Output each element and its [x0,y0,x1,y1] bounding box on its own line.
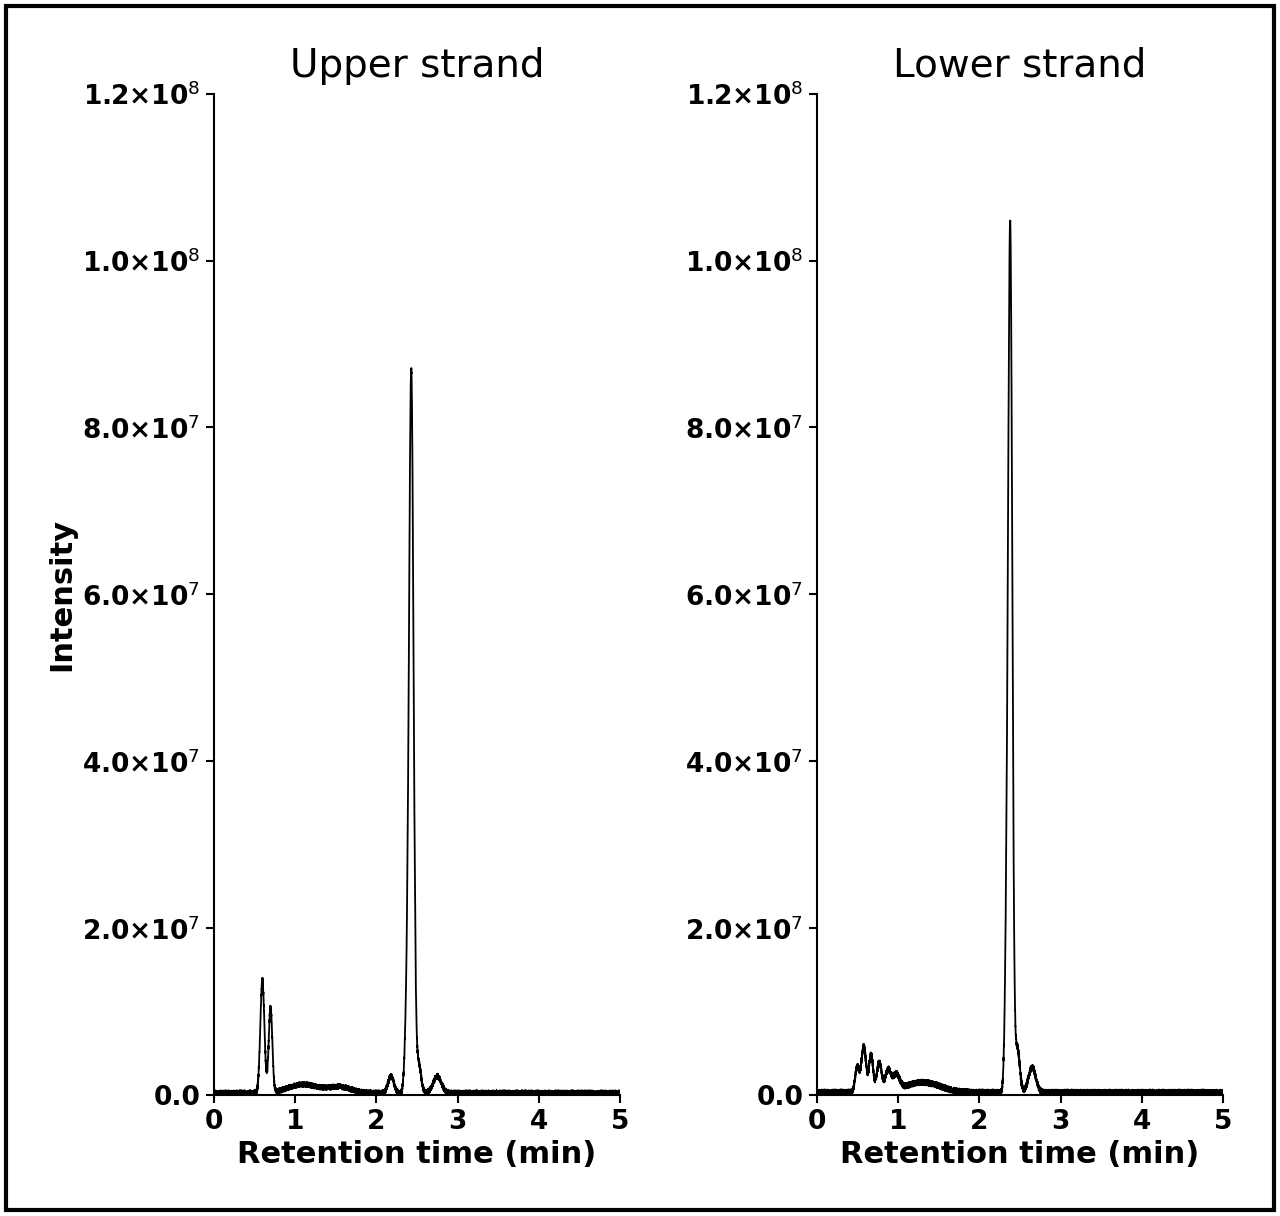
Y-axis label: Intensity: Intensity [47,518,77,671]
X-axis label: Retention time (min): Retention time (min) [840,1141,1199,1169]
X-axis label: Retention time (min): Retention time (min) [237,1141,596,1169]
Title: Upper strand: Upper strand [289,47,544,85]
Title: Lower strand: Lower strand [893,47,1147,85]
